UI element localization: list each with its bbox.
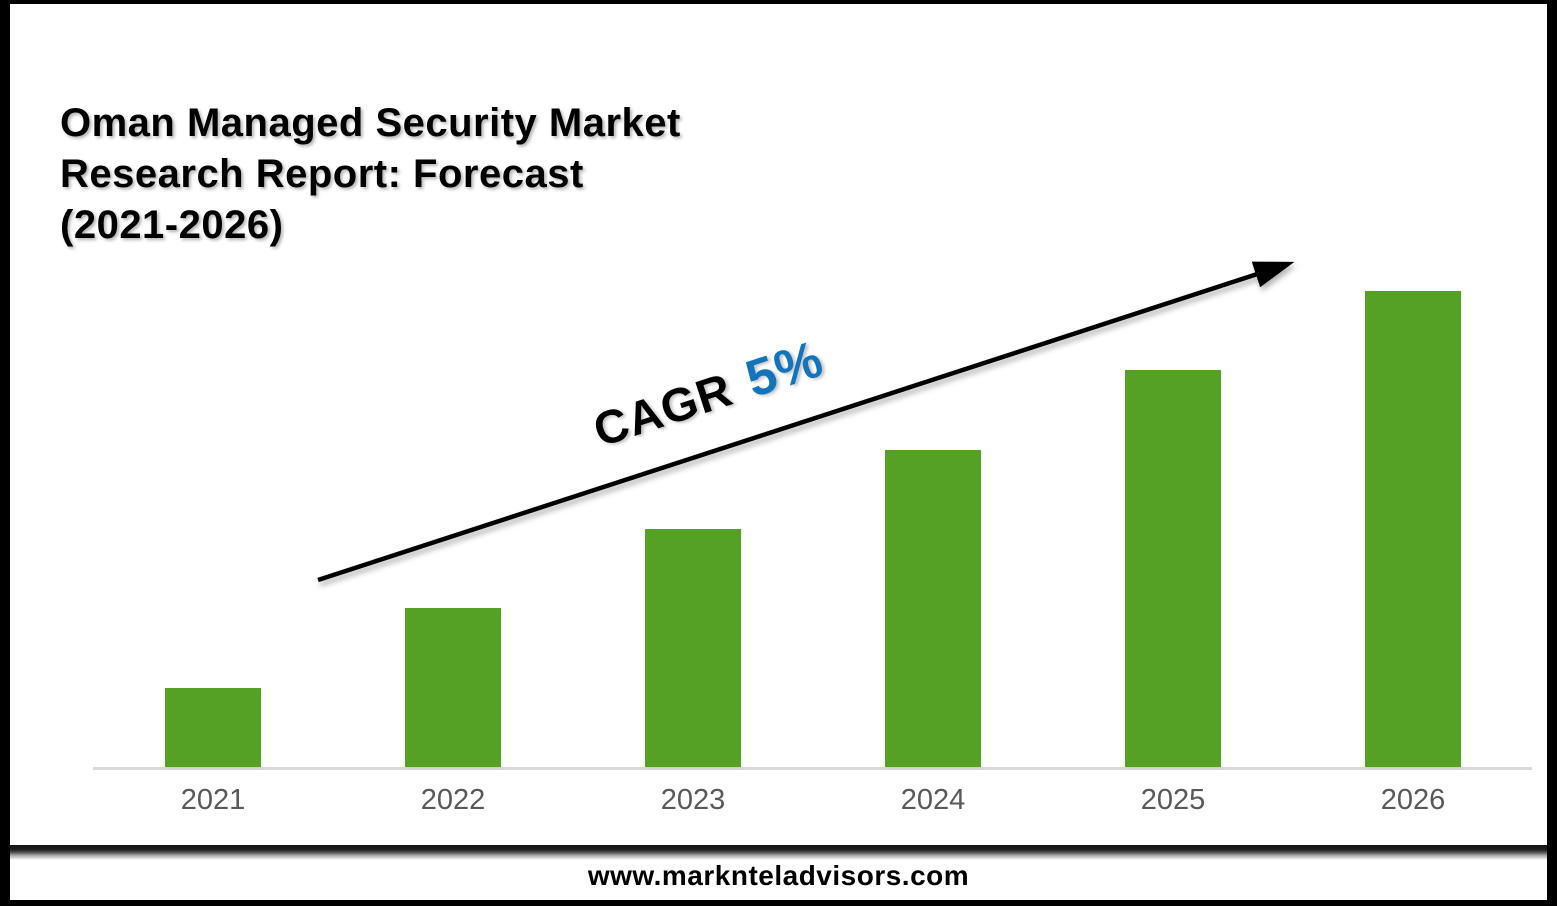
x-axis-label-2024: 2024 bbox=[900, 784, 966, 816]
x-axis-label-2026: 2026 bbox=[1380, 784, 1446, 816]
chart-title-line-3: (2021-2026) bbox=[60, 203, 284, 247]
frame-border-top bbox=[0, 0, 1557, 4]
chart-title: Oman Managed Security Market Research Re… bbox=[60, 98, 740, 251]
footer-divider bbox=[0, 845, 1557, 860]
bar-2021 bbox=[165, 688, 261, 767]
x-axis-label-2022: 2022 bbox=[420, 784, 486, 816]
x-axis-label-2023: 2023 bbox=[660, 784, 726, 816]
footer-url: www.marknteladvisors.com bbox=[587, 860, 970, 891]
bar-2025 bbox=[1125, 370, 1221, 767]
chart-title-line-2: Research Report: Forecast bbox=[60, 152, 584, 196]
x-axis-label-2025: 2025 bbox=[1140, 784, 1206, 816]
frame-border-bottom bbox=[0, 900, 1557, 906]
bar-2023 bbox=[645, 529, 741, 767]
frame-border-left bbox=[0, 0, 10, 906]
frame-border-right bbox=[1547, 0, 1557, 906]
bar-2026 bbox=[1365, 291, 1461, 767]
chart-title-line-1: Oman Managed Security Market bbox=[60, 101, 681, 145]
bar-2022 bbox=[405, 608, 501, 767]
x-axis-label-2021: 2021 bbox=[180, 784, 246, 816]
bar-2024 bbox=[885, 450, 981, 767]
x-axis-line bbox=[93, 767, 1532, 770]
